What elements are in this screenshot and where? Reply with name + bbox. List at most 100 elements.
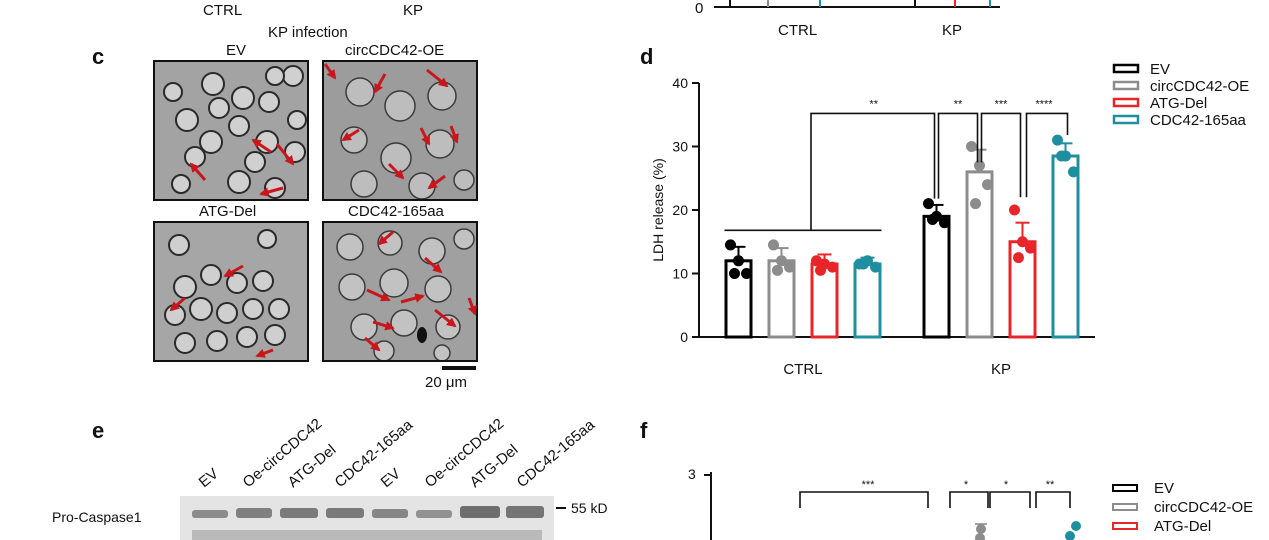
d-point-circCDC42-OE-CTRL [784,261,795,273]
d-sig-bracket [937,112,979,199]
d-legend-swatch-circCDC42-OE [1112,80,1140,91]
panel-e-letter: e [92,418,105,443]
arrow-cdc-5 [434,308,457,328]
d-point-CDC42-165aa-CTRL [858,258,869,270]
top-left-label-kp: KP [403,2,424,19]
legend-f-atg-label: ATG-Del [1154,518,1212,535]
d-y-axis-label: LDH release (%) [650,158,666,261]
legend-f-circ-swatch [1112,503,1138,511]
d-point-ATG-Del-CTRL [827,261,838,273]
panel-c-letter: c [92,44,105,69]
arrow-atg-1 [223,264,244,278]
top-right-group-ctrl: CTRL [778,22,818,39]
d-sig-bracket [980,112,1022,198]
d-point-EV-CTRL [725,239,736,251]
arrow-circ-5 [419,127,431,146]
d-bar-CDC42-165aa-CTRL [853,262,882,339]
d-x-category-KP: KP [991,361,1011,378]
panel-c-label-cdc: CDC42-165aa [348,203,444,220]
arrow-ev-2 [251,138,272,154]
d-point-ATG-Del-CTRL [815,264,826,276]
d-legend-label-ATG-Del: ATG-Del [1150,95,1207,112]
legend-f-ev-swatch [1112,484,1138,492]
micrograph-cdc [322,221,478,362]
d-sig-label: ** [869,98,878,110]
arrow-cdc-4 [400,293,425,304]
d-point-CDC42-165aa-CTRL [870,261,881,273]
panel-f-y-tick-top: 3 [688,466,696,482]
d-y-tick-label: 10 [672,266,688,282]
arrow-circ-4 [341,128,360,142]
d-point-EV-KP [939,217,950,229]
arrow-cdc-2 [424,256,443,274]
panel-f-letter: f [640,418,648,443]
lane-label: CDC42-165aa [514,416,599,491]
western-blot-bands [180,496,554,540]
micrograph-ev-cells [155,62,307,199]
d-y-tick-label: 0 [680,329,688,345]
d-point-circCDC42-OE-KP [970,198,981,210]
scalebar [442,366,476,370]
d-point-ATG-Del-KP [1025,242,1036,254]
d-point-CDC42-165aa-KP [1056,150,1067,162]
panel-c-arrows [169,63,477,358]
d-point-EV-CTRL [729,268,740,279]
d-point-ATG-Del-KP [1013,252,1024,264]
panel-c-label-circ: circCDC42-OE [345,42,445,59]
d-point-circCDC42-OE-KP [982,179,993,191]
d-point-CDC42-165aa-KP [1052,134,1063,146]
d-point-ATG-Del-KP [1017,236,1028,248]
arrow-circ-1 [323,63,337,80]
legend-f-ev-label: EV [1154,480,1175,497]
d-sig-label: **** [1035,98,1053,110]
arrow-cdc-1 [377,230,394,246]
f-sig-3: * [1004,479,1009,491]
arrow-cdc-3 [366,288,391,302]
top-right-group-kp: KP [942,22,963,39]
top-right-axis-zero: 0 [695,0,704,17]
arrow-circ-7 [387,162,405,180]
d-bar-EV-KP [922,214,951,339]
arrow-ev-3 [275,143,295,166]
arrow-circ-3 [426,68,449,88]
micrograph-atg [153,221,309,362]
panel-d-letter: d [640,44,654,69]
blot-row-label: Pro-Caspase1 [52,509,142,525]
panel-c-label-atg: ATG-Del [199,203,257,220]
d-sig-bracket [810,112,936,231]
legend-f-circ-label: circCDC42-OE [1154,499,1254,516]
top-left-label-ctrl: CTRL [203,2,243,19]
d-sig-label: ** [954,98,963,110]
d-point-EV-KP [927,214,938,226]
lane-label: EV [378,465,404,491]
d-point-EV-CTRL [741,268,752,279]
d-legend-label-circCDC42-OE: circCDC42-OE [1150,78,1249,95]
d-x-category-CTRL: CTRL [783,361,822,378]
arrow-cdc-6 [467,297,477,316]
d-point-circCDC42-OE-KP [974,160,985,172]
lane-label: EV [196,465,222,491]
micrograph-atg-cells [155,223,307,360]
d-bar-circCDC42-OE-KP [965,170,994,339]
lane-label: CDC42-165aa [332,416,417,491]
marker-label: 55 kD [571,500,608,516]
d-point-circCDC42-OE-CTRL [776,255,787,267]
f-sig-2: * [964,479,969,491]
arrow-ev-4 [259,186,284,197]
micrograph-ev [153,60,309,201]
arrow-ev-1 [189,162,207,181]
d-point-EV-KP [923,198,934,210]
f-sig-4: ** [1046,479,1055,491]
d-legend-label-EV: EV [1150,61,1170,78]
d-point-EV-CTRL [733,255,744,267]
d-legend-swatch-CDC42-165aa [1112,114,1140,125]
top-right-axis-fragment [714,0,1000,8]
d-bar-CDC42-165aa-KP [1051,154,1080,339]
marker-tick [556,507,566,509]
panel-f-chart-fragment: *** * * ** [704,472,1081,540]
d-point-CDC42-165aa-KP [1068,166,1079,178]
d-sig-label: *** [995,98,1009,110]
panel-c-header: KP infection [268,24,348,41]
